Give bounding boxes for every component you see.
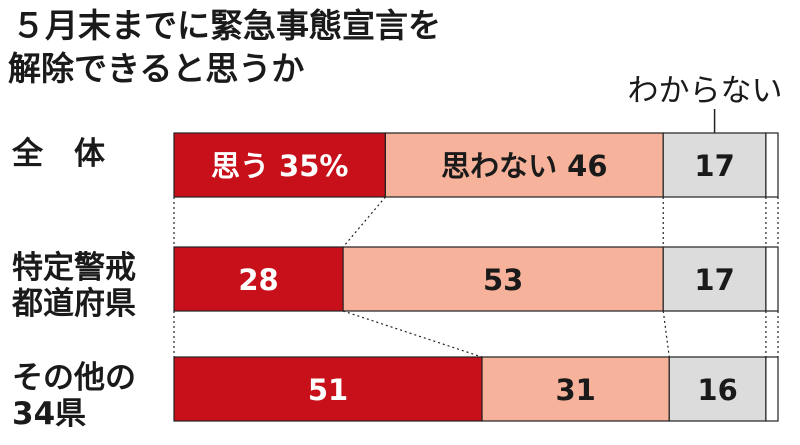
connector-line (342, 310, 483, 358)
data-label: 17 (694, 149, 734, 183)
connector-line (342, 196, 386, 248)
bar-segment-other (765, 356, 779, 422)
bar-segment-no (384, 132, 664, 198)
legend-callout-label: わからない (628, 73, 783, 109)
bar-segment-no (342, 246, 664, 312)
category-label-line: 都道府県 (11, 286, 136, 322)
bar-segment-yes (173, 246, 344, 312)
bar-segment-yes (173, 132, 386, 198)
bar-segment-unknown (662, 246, 767, 312)
chart-title-line: ５月末までに緊急事態宣言を (12, 6, 441, 45)
bar-segment-unknown (668, 356, 767, 422)
category-label: 特定警戒都道府県 (11, 250, 136, 322)
data-label: 思う 35% (211, 149, 349, 183)
data-label: 16 (697, 373, 737, 407)
category-label-line: その他の (12, 360, 136, 396)
data-label: 31 (555, 373, 595, 407)
data-label: 28 (238, 263, 278, 297)
bar-segment-other (765, 246, 779, 312)
category-label-line: 特定警戒 (12, 250, 136, 286)
data-label: 思わない 46 (441, 149, 607, 183)
bar-segment-other (765, 132, 779, 198)
category-label-line: 34県 (12, 396, 86, 432)
category-label: その他の 34県 (12, 360, 136, 432)
data-label: 51 (308, 373, 348, 407)
bar-segment-no (481, 356, 670, 422)
data-label: 17 (694, 263, 734, 297)
chart-title-line: 解除できると思うか (8, 49, 304, 88)
category-label-line: 全 体 (11, 136, 105, 172)
connector-line (662, 310, 670, 358)
bar-segment-yes (173, 356, 483, 422)
category-label: 全 体 (11, 136, 105, 172)
chart-title: ５月末までに緊急事態宣言を解除できると思うか (8, 6, 441, 88)
data-label: 53 (483, 263, 523, 297)
